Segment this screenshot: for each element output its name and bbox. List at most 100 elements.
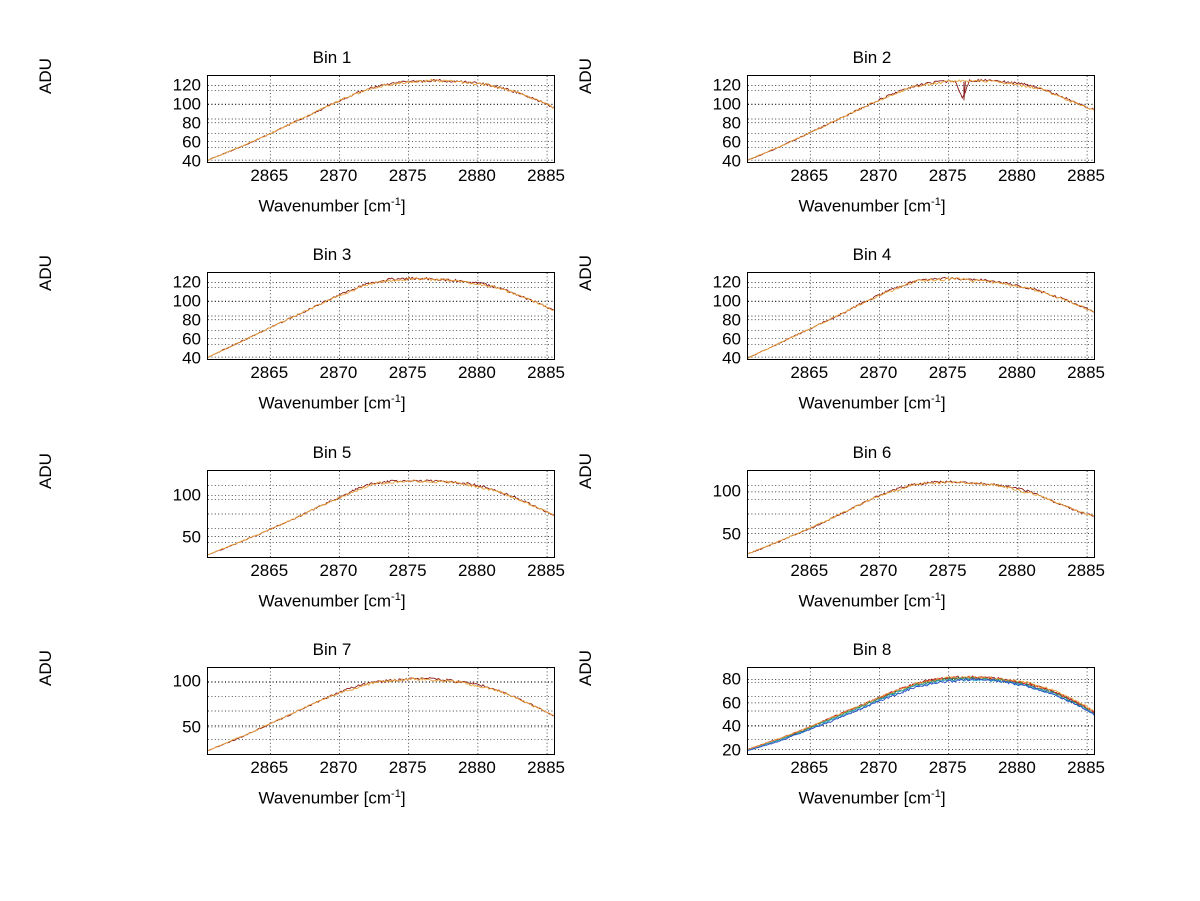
x-axis-label-suffix: ] [400,788,406,808]
x-tick: 2880 [997,758,1036,777]
x-axis-label-prefix: Wavenumber [cm [258,196,392,216]
x-tick-labels: 2865 2870 2875 2880 2885 [747,166,1105,190]
y-tick: 100 [712,481,741,501]
x-tick: 2875 [928,363,967,382]
plot-area [747,75,1095,163]
x-tick: 2865 [250,758,289,777]
x-tick-labels: 2865 2870 2875 2880 2885 [747,561,1105,585]
y-tick: 40 [722,716,741,736]
y-axis-label: ADU [36,58,55,94]
y-tick: 100 [712,291,741,311]
y-tick-labels: 20 40 60 80 [602,667,745,758]
y-tick: 100 [172,94,201,114]
x-axis-label-suffix: ] [940,196,946,216]
y-axis-label: ADU [576,58,595,94]
y-tick: 120 [712,75,741,95]
y-tick: 40 [722,151,741,171]
x-tick: 2875 [928,561,967,580]
x-tick-labels: 2865 2870 2875 2880 2885 [207,363,565,387]
x-axis-label-prefix: Wavenumber [cm [258,393,392,413]
y-tick: 120 [172,75,201,95]
x-tick-labels: 2865 2870 2875 2880 2885 [207,166,565,190]
x-axis-label-suffix: ] [400,393,406,413]
y-tick: 120 [172,272,201,292]
x-tick-labels: 2865 2870 2875 2880 2885 [747,363,1105,387]
x-axis-label-exponent: -1 [391,196,401,208]
x-tick: 2865 [790,166,829,185]
x-tick: 2870 [319,561,358,580]
plot-area [207,667,555,755]
y-tick-labels: 40 60 80 100 120 [62,75,205,170]
x-tick: 2880 [997,166,1036,185]
y-tick: 100 [172,291,201,311]
data-trace [748,678,1094,752]
x-tick: 2885 [527,561,565,580]
plot-area [207,75,555,163]
data-trace [748,277,1094,359]
x-axis-label: Wavenumber [cm-1] [602,788,1142,809]
x-tick-labels: 2865 2870 2875 2880 2885 [207,561,565,585]
x-axis-label-exponent: -1 [931,393,941,405]
x-tick: 2880 [457,758,496,777]
plot-area [207,272,555,360]
subplot-panel-3: Bin 3 ADU 40 60 80 100 120 2865 2870 2875 2880 2885… [36,245,602,455]
x-axis-label-prefix: Wavenumber [cm [798,196,932,216]
x-tick: 2875 [388,561,427,580]
panel-title: Bin 8 [852,640,892,659]
y-tick: 50 [182,717,201,737]
data-trace [208,479,554,556]
data-trace [748,276,1094,359]
x-tick: 2880 [457,166,496,185]
x-axis-label-suffix: ] [940,591,946,611]
data-trace [208,78,554,161]
y-tick-labels: 50 100 [602,470,745,558]
x-tick-labels: 2865 2870 2875 2880 2885 [747,758,1105,782]
x-tick: 2865 [250,561,289,580]
x-axis-label-prefix: Wavenumber [cm [258,591,392,611]
x-axis-label-suffix: ] [400,196,406,216]
y-tick: 100 [712,94,741,114]
x-tick: 2875 [388,166,427,185]
x-axis-label: Wavenumber [cm-1] [62,788,602,809]
x-tick: 2870 [319,363,358,382]
panel-title: Bin 4 [852,245,892,264]
panel-title: Bin 1 [312,48,352,67]
y-tick: 50 [722,524,741,544]
x-tick: 2870 [859,166,898,185]
subplot-panel-8: Bin 8 ADU 20 40 60 80 2865 2870 2875 2880 2885 Wave… [576,640,1142,850]
subplot-panel-4: Bin 4 ADU 40 60 80 100 120 2865 2870 2875 2880 2885… [576,245,1142,455]
x-axis-label-exponent: -1 [931,591,941,603]
y-tick: 100 [172,485,201,505]
x-tick: 2885 [527,363,565,382]
x-tick: 2875 [928,758,967,777]
x-axis-label-suffix: ] [400,591,406,611]
x-tick-labels: 2865 2870 2875 2880 2885 [207,758,565,782]
x-tick: 2885 [1067,363,1105,382]
y-tick-labels: 50 100 [62,667,205,755]
x-tick: 2880 [457,363,496,382]
data-trace [208,677,554,752]
y-axis-label: ADU [576,650,595,686]
plot-area [207,470,555,558]
y-tick: 60 [722,329,741,349]
x-tick: 2865 [250,166,289,185]
x-tick: 2885 [527,758,565,777]
y-axis-label: ADU [576,453,595,489]
x-axis-label-exponent: -1 [931,788,941,800]
data-trace [748,480,1094,554]
y-tick-labels: 40 60 80 100 120 [602,272,745,367]
y-tick: 80 [722,113,741,133]
subplot-panel-6: Bin 6 ADU 50 100 2865 2870 2875 2880 2885 Wavenum… [576,443,1142,653]
x-axis-label: Wavenumber [cm-1] [602,591,1142,612]
y-axis-label: ADU [576,255,595,291]
data-trace [208,78,554,161]
subplot-panel-2: Bin 2 ADU 40 60 80 100 120 2865 2870 2875 2880 2885… [576,48,1142,258]
x-axis-label: Wavenumber [cm-1] [62,393,602,414]
data-trace [748,675,1094,750]
x-tick: 2885 [1067,166,1105,185]
y-tick: 20 [722,740,741,760]
x-tick: 2870 [859,758,898,777]
x-tick: 2885 [527,166,565,185]
x-tick: 2865 [790,363,829,382]
x-tick: 2875 [388,363,427,382]
